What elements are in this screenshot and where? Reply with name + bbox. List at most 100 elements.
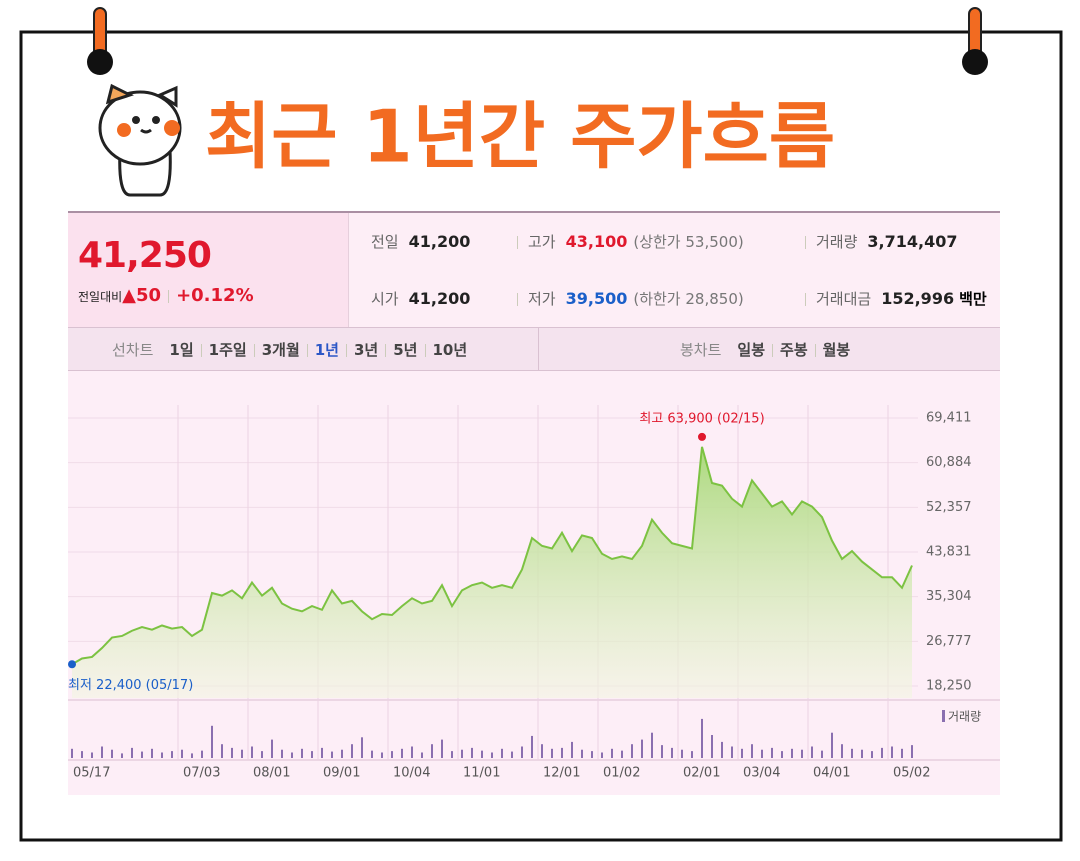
y-tick-label: 52,357 [926, 500, 972, 515]
volume-bar [891, 746, 893, 758]
volume-bar [401, 748, 403, 758]
volume-bar [331, 751, 333, 758]
volume-bar [261, 751, 263, 758]
x-tick-label: 04/01 [813, 766, 850, 781]
quote-summary: 41,250 전일대비▲50 +0.12% [68, 213, 349, 327]
volume-bar [641, 739, 643, 758]
volume-bar [791, 748, 793, 758]
volume-bar [591, 751, 593, 758]
volume-bar [211, 725, 213, 758]
stat: 저가 39,500 (하한가 28,850) [517, 288, 744, 309]
tab[interactable]: 3개월 [261, 341, 300, 359]
candle-tabs: 봉차트 일봉 주봉 월봉 [680, 339, 850, 360]
volume-bar [251, 746, 253, 758]
volume-bar [451, 751, 453, 758]
volume-bar [801, 749, 803, 758]
separator [424, 344, 426, 357]
separator [517, 293, 518, 306]
tab[interactable]: 3년 [354, 341, 379, 359]
volume-bar [111, 749, 113, 758]
volume-bar [101, 746, 103, 758]
price: 41,250 [78, 235, 212, 276]
x-tick-label: 01/02 [603, 766, 640, 781]
volume-bar [381, 752, 383, 758]
volume-bar [861, 749, 863, 758]
volume-bar [441, 739, 443, 758]
change: ▲50 [122, 285, 162, 306]
x-tick-label: 12/01 [543, 766, 580, 781]
volume-bar [811, 746, 813, 758]
stat-value: 41,200 [408, 289, 471, 308]
volume-bar [131, 747, 133, 758]
separator [772, 344, 774, 357]
volume-bar [281, 749, 283, 758]
stat: 시가 41,200 [371, 288, 470, 309]
volume-bar [421, 752, 423, 758]
tab[interactable]: 월봉 [822, 341, 851, 359]
volume-bar [661, 745, 663, 758]
volume-bar [291, 752, 293, 758]
separator [805, 236, 806, 249]
volume-bar [761, 749, 763, 758]
y-tick-label: 43,831 [926, 544, 972, 559]
quote-stats: 전일 41,200 고가 43,100 (상한가 53,500) 거래량 3,714,407… [349, 213, 1000, 327]
volume-bar [321, 747, 323, 758]
tab[interactable]: 1년 [314, 341, 339, 359]
volume-bar [571, 741, 573, 758]
area-fill [72, 446, 912, 698]
change-label: 전일대비 [78, 290, 123, 304]
stat-unit: 백만 [959, 290, 987, 308]
separator [385, 344, 387, 357]
volume-bar [141, 751, 143, 758]
volume-bar [741, 748, 743, 758]
volume-bar [71, 748, 73, 758]
volume-bar [91, 752, 93, 758]
volume-bar [701, 718, 703, 758]
volume-bar [221, 744, 223, 758]
tab[interactable]: 1일 [169, 341, 194, 359]
tab[interactable]: 주봉 [780, 341, 808, 359]
y-tick-label: 60,884 [926, 455, 972, 470]
volume-bar [601, 752, 603, 758]
tab[interactable]: 10년 [432, 341, 468, 359]
volume-bar [81, 751, 83, 758]
volume-bar [191, 753, 193, 758]
volume-bar [511, 751, 513, 758]
tab[interactable]: 5년 [393, 341, 418, 359]
volume-bar [541, 744, 543, 758]
volume-bar [841, 744, 843, 758]
tab[interactable]: 일봉 [737, 341, 766, 359]
stat-label: 전일 [371, 233, 399, 251]
stat-note: (하한가 28,850) [633, 290, 744, 308]
separator [306, 344, 308, 357]
stat-label: 거래량 [816, 233, 858, 251]
x-tick-label: 03/04 [743, 766, 780, 781]
stat: 전일 41,200 [371, 231, 470, 252]
stat-value: 152,996 [881, 289, 955, 308]
line-tabs: 선차트 1일 1주일 3개월 1년 3년 5년 10년 [112, 339, 467, 360]
stat-value: 41,200 [408, 232, 471, 251]
volume-bar [391, 751, 393, 758]
volume-bar [521, 746, 523, 758]
stat-label: 저가 [528, 290, 556, 308]
volume-bar [901, 748, 903, 758]
cat-icon [98, 83, 182, 197]
volume-bar [241, 749, 243, 758]
separator [168, 289, 170, 303]
separator [346, 344, 347, 357]
stat-label: 거래대금 [816, 290, 872, 308]
volume-bar [871, 751, 873, 758]
pin [87, 7, 988, 75]
volume-bar [731, 746, 733, 758]
volume-bar [471, 747, 473, 758]
tab-heading: 봉차트 [680, 341, 722, 359]
x-tick-label: 02/01 [683, 766, 720, 781]
volume-bar [771, 747, 773, 758]
volume-bar [561, 747, 563, 758]
chart-tabs: 선차트 1일 1주일 3개월 1년 3년 5년 10년 봉차트 일봉 주봉 월봉 [68, 327, 1000, 371]
volume-bar [911, 745, 913, 758]
tab[interactable]: 1주일 [208, 341, 247, 359]
volume-bar [581, 749, 583, 758]
